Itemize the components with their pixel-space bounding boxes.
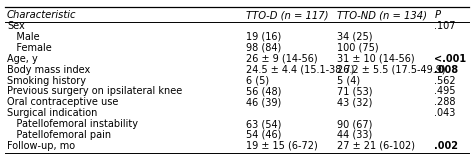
Text: 19 ± 15 (6-72): 19 ± 15 (6-72) bbox=[246, 141, 318, 151]
Text: Previous surgery on ipsilateral knee: Previous surgery on ipsilateral knee bbox=[7, 86, 182, 96]
Text: 43 (32): 43 (32) bbox=[337, 97, 372, 107]
Text: .562: .562 bbox=[434, 76, 456, 85]
Text: 100 (75): 100 (75) bbox=[337, 43, 379, 53]
Text: Age, y: Age, y bbox=[7, 54, 38, 64]
Text: Oral contraceptive use: Oral contraceptive use bbox=[7, 97, 118, 107]
Text: 19 (16): 19 (16) bbox=[246, 32, 282, 42]
Text: Surgical indication: Surgical indication bbox=[7, 108, 98, 118]
Text: 6 (5): 6 (5) bbox=[246, 76, 269, 85]
Text: 54 (46): 54 (46) bbox=[246, 130, 282, 140]
Text: 46 (39): 46 (39) bbox=[246, 97, 282, 107]
Text: 31 ± 10 (14-56): 31 ± 10 (14-56) bbox=[337, 54, 414, 64]
Text: 5 (4): 5 (4) bbox=[337, 76, 360, 85]
Text: TTO-ND (n = 134): TTO-ND (n = 134) bbox=[337, 10, 427, 20]
Text: 63 (54): 63 (54) bbox=[246, 119, 282, 129]
Text: 24.5 ± 4.4 (15.1-38.7): 24.5 ± 4.4 (15.1-38.7) bbox=[246, 65, 355, 75]
Text: Smoking history: Smoking history bbox=[7, 76, 86, 85]
Text: Female: Female bbox=[7, 43, 52, 53]
Text: Body mass index: Body mass index bbox=[7, 65, 91, 75]
Text: 26.2 ± 5.5 (17.5-49.9): 26.2 ± 5.5 (17.5-49.9) bbox=[337, 65, 446, 75]
Text: 44 (33): 44 (33) bbox=[337, 130, 372, 140]
Text: <.001: <.001 bbox=[434, 54, 466, 64]
Text: Characteristic: Characteristic bbox=[7, 10, 77, 20]
Text: Patellofemoral instability: Patellofemoral instability bbox=[7, 119, 138, 129]
Text: Follow-up, mo: Follow-up, mo bbox=[7, 141, 75, 151]
Text: TTO-D (n = 117): TTO-D (n = 117) bbox=[246, 10, 329, 20]
Text: .043: .043 bbox=[434, 108, 456, 118]
Text: 56 (48): 56 (48) bbox=[246, 86, 282, 96]
Text: .008: .008 bbox=[434, 65, 458, 75]
Text: 34 (25): 34 (25) bbox=[337, 32, 373, 42]
Text: .288: .288 bbox=[434, 97, 456, 107]
Text: Patellofemoral pain: Patellofemoral pain bbox=[7, 130, 111, 140]
Text: 26 ± 9 (14-56): 26 ± 9 (14-56) bbox=[246, 54, 318, 64]
Text: Sex: Sex bbox=[7, 21, 25, 31]
Text: Male: Male bbox=[7, 32, 40, 42]
Text: P: P bbox=[434, 10, 440, 20]
Text: 27 ± 21 (6-102): 27 ± 21 (6-102) bbox=[337, 141, 415, 151]
Text: 90 (67): 90 (67) bbox=[337, 119, 372, 129]
Text: .002: .002 bbox=[434, 141, 458, 151]
Text: 98 (84): 98 (84) bbox=[246, 43, 282, 53]
Text: .495: .495 bbox=[434, 86, 456, 96]
Text: .107: .107 bbox=[434, 21, 456, 31]
Text: 71 (53): 71 (53) bbox=[337, 86, 373, 96]
